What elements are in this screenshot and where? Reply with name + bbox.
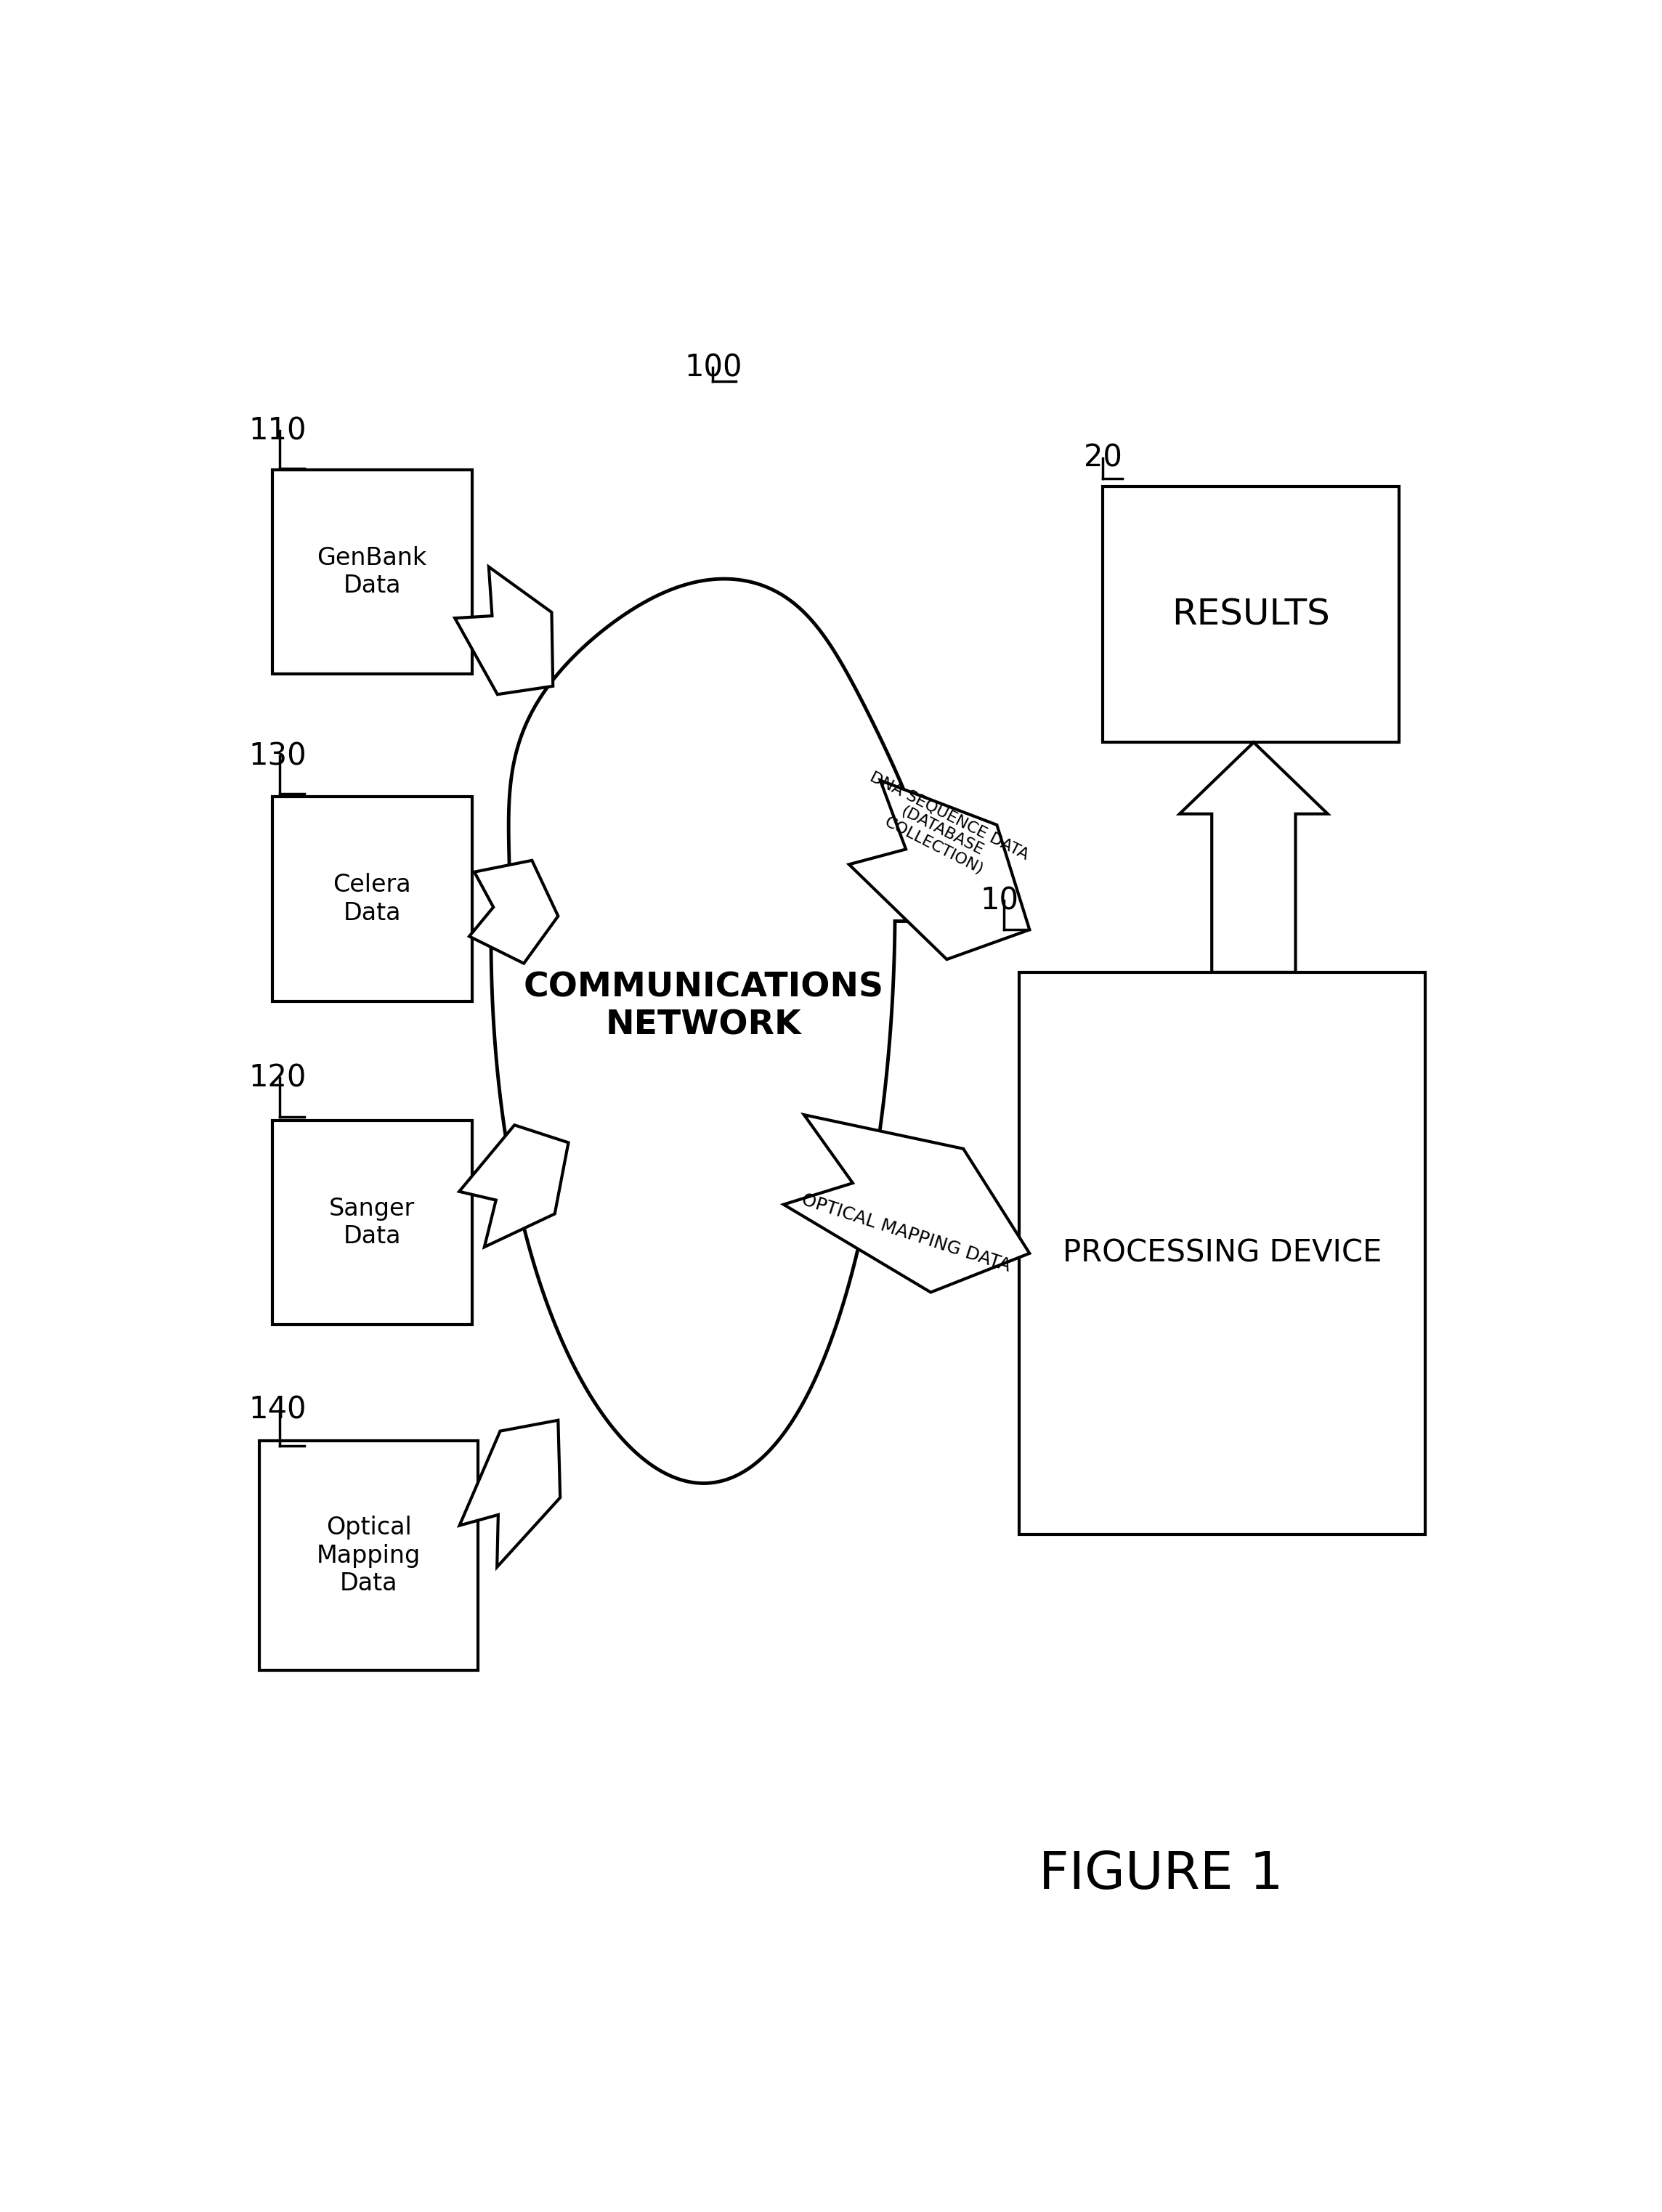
Text: PROCESSING DEVICE: PROCESSING DEVICE: [1062, 1239, 1381, 1267]
Text: OPTICAL MAPPING DATA: OPTICAL MAPPING DATA: [799, 1190, 1012, 1274]
Polygon shape: [469, 860, 558, 964]
Text: Celera
Data: Celera Data: [332, 874, 411, 925]
Polygon shape: [849, 781, 1029, 960]
Text: COMMUNICATIONS
NETWORK: COMMUNICATIONS NETWORK: [524, 971, 884, 1042]
Polygon shape: [783, 1115, 1029, 1292]
Text: GenBank
Data: GenBank Data: [317, 546, 427, 597]
Polygon shape: [455, 566, 553, 695]
Polygon shape: [459, 1420, 560, 1566]
FancyBboxPatch shape: [273, 796, 472, 1002]
Text: RESULTS: RESULTS: [1172, 597, 1330, 633]
FancyBboxPatch shape: [273, 1121, 472, 1325]
Text: Sanger
Data: Sanger Data: [329, 1197, 416, 1248]
Text: 120: 120: [249, 1062, 306, 1093]
Text: 10: 10: [981, 885, 1019, 916]
Polygon shape: [1180, 743, 1328, 973]
Text: 110: 110: [249, 416, 307, 447]
FancyBboxPatch shape: [1019, 973, 1424, 1535]
FancyBboxPatch shape: [273, 469, 472, 675]
Text: FIGURE 1: FIGURE 1: [1039, 1849, 1283, 1900]
Text: 140: 140: [249, 1396, 307, 1425]
Text: 100: 100: [685, 352, 741, 383]
FancyBboxPatch shape: [259, 1440, 479, 1670]
Text: DNA SEQUENCE DATA
(DATABASE
COLLECTION): DNA SEQUENCE DATA (DATABASE COLLECTION): [853, 770, 1032, 891]
Text: 130: 130: [249, 741, 307, 772]
Polygon shape: [459, 1126, 568, 1248]
FancyBboxPatch shape: [1104, 487, 1399, 743]
Text: Optical
Mapping
Data: Optical Mapping Data: [317, 1515, 420, 1595]
Text: 20: 20: [1084, 442, 1122, 473]
